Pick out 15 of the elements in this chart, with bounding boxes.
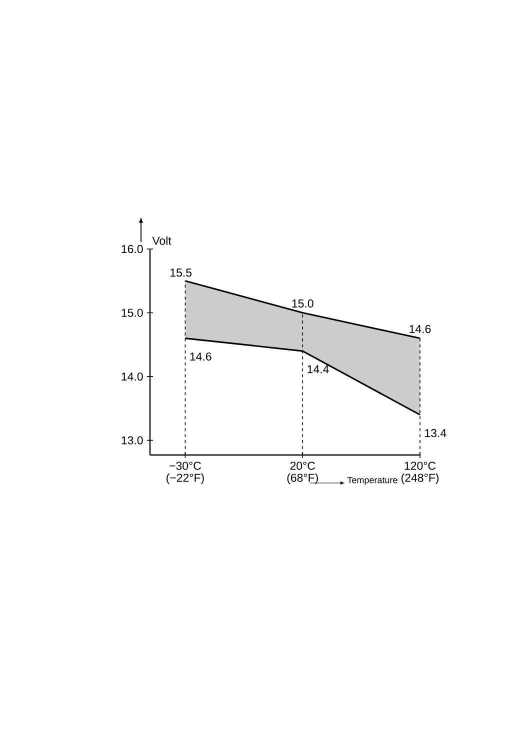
- data-label: 14.6: [190, 352, 212, 361]
- x-tick-label: 120°C (248°F): [401, 462, 439, 484]
- data-label: 15.0: [292, 299, 314, 308]
- y-tick-label: 13.0: [122, 436, 143, 444]
- y-tick-label: 15.0: [122, 308, 143, 317]
- y-tick-label: 16.0: [122, 244, 143, 254]
- x-tick-label: −30°C (−22°F): [166, 462, 204, 484]
- data-label: 14.6: [410, 324, 431, 334]
- data-label: 13.4: [425, 429, 446, 438]
- y-tick-label: 14.0: [122, 372, 143, 381]
- data-label: 14.4: [308, 365, 329, 374]
- data-label: 15.5: [170, 268, 192, 277]
- x-axis-title: Temperature: [347, 476, 398, 486]
- x-tick-label: 20°C (68°F): [287, 462, 318, 484]
- y-axis-title: Volt: [152, 236, 172, 245]
